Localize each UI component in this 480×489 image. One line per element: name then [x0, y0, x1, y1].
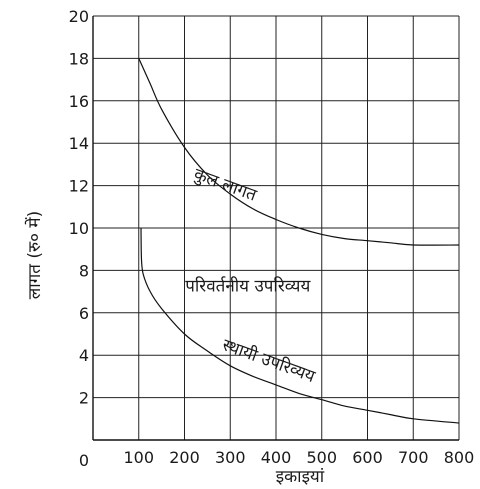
- x-axis-title: इकाइयां: [276, 467, 325, 487]
- x-tick-label: 500: [306, 448, 337, 467]
- chart-series: कुल लागत स्थायी उपरिव्यय: [138, 58, 460, 424]
- chart-annotations: कुल लागत परिवर्तनीय उपरिव्यय स्थायी उपरिव्…: [185, 165, 319, 388]
- y-tick-label: 12: [69, 177, 89, 196]
- y-tick-label: 8: [79, 261, 89, 280]
- x-tick-label: 300: [215, 448, 246, 467]
- x-tick-labels: 100 200 300 400 500 600 700 800: [123, 448, 474, 467]
- y-tick-label: 2: [79, 389, 89, 408]
- x-tick-label: 200: [169, 448, 200, 467]
- x-tick-label: 700: [398, 448, 429, 467]
- variable-overhead-label: परिवर्तनीय उपरिव्यय: [185, 276, 311, 297]
- y-tick-labels: 2 4 6 8 10 12 14 16 18 20: [69, 7, 89, 408]
- x-tick-label: 800: [444, 448, 475, 467]
- x-tick-label: 100: [123, 448, 154, 467]
- total-cost-curve: कुल लागत: [138, 58, 460, 246]
- y-tick-label: 4: [79, 346, 89, 365]
- fixed-overhead-label: स्थायी उपरिव्यय: [220, 334, 319, 387]
- y-axis-title: लागत (रु० में): [24, 211, 45, 299]
- y-tick-label: 20: [69, 7, 89, 26]
- y-tick-label: 10: [69, 219, 89, 238]
- x-tick-label: 400: [261, 448, 292, 467]
- y-tick-label: 6: [79, 304, 89, 323]
- origin-label: 0: [79, 451, 89, 470]
- y-tick-label: 14: [69, 134, 89, 153]
- chart-grid: [93, 15, 460, 440]
- y-tick-label: 16: [69, 92, 89, 111]
- fixed-overhead-curve: स्थायी उपरिव्यय: [140, 227, 460, 424]
- chart-axes: [92, 16, 459, 441]
- x-tick-label: 600: [352, 448, 383, 467]
- total-cost-label: कुल लागत: [191, 165, 259, 206]
- y-tick-label: 18: [69, 49, 89, 68]
